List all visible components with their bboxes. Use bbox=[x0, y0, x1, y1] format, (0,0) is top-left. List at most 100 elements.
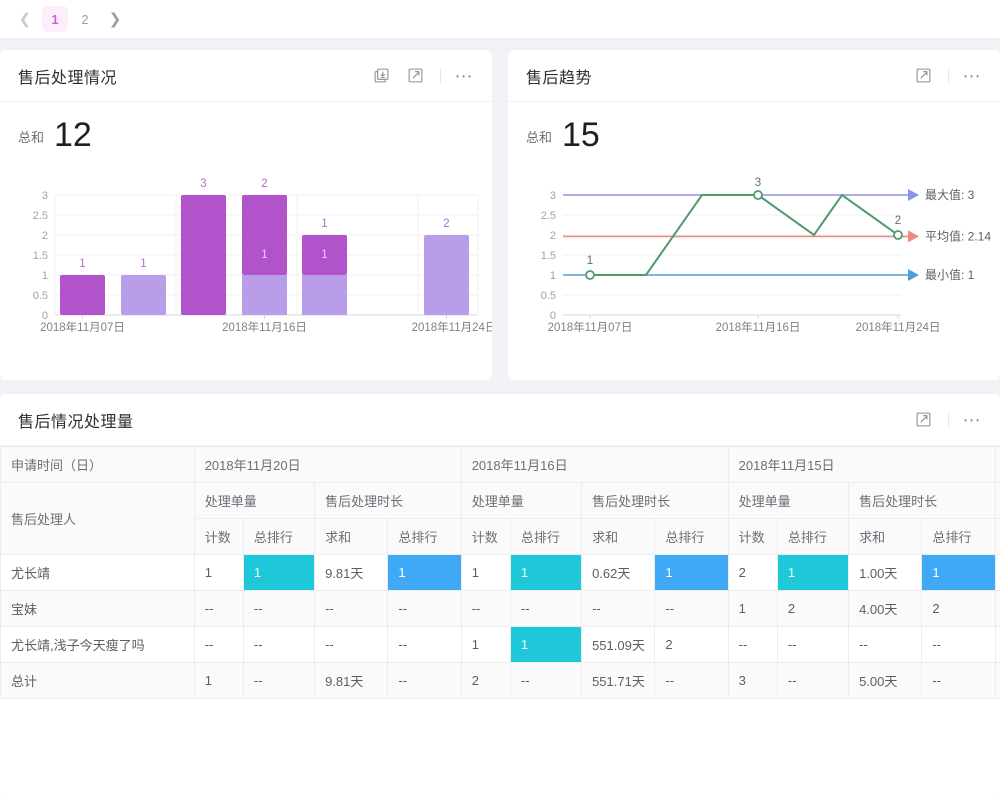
table-cell: 2 bbox=[727, 554, 778, 591]
row-header-bottom: 售后处理人 bbox=[0, 482, 195, 555]
table-row-name: 尤长靖,浅子今天瘦了吗 bbox=[0, 626, 195, 663]
bar-card-title: 售后处理情况 bbox=[18, 69, 118, 87]
svg-text:2018年11月07日: 2018年11月07日 bbox=[548, 320, 633, 332]
sub-0-2: 求和 bbox=[314, 518, 389, 555]
table-cell: -- bbox=[921, 626, 996, 663]
table-cell: 1 bbox=[509, 554, 583, 591]
table-cell: 9.81天 bbox=[314, 662, 389, 699]
page-number-2[interactable]: 2 bbox=[81, 11, 89, 27]
header-divider bbox=[947, 411, 949, 428]
sub-2-1: 总排行 bbox=[776, 518, 850, 555]
sub-3-0: 计数 bbox=[994, 518, 1000, 555]
sub-2-3: 总排行 bbox=[921, 518, 996, 555]
table-cell: 1 bbox=[994, 662, 1000, 699]
bar-top-labels: 1 1 3 2 1 2 bbox=[79, 178, 449, 270]
bar-6-light bbox=[424, 235, 469, 315]
bar-x-ticks: 2018年11月07日 2018年11月16日 2018年11月24日 bbox=[40, 315, 492, 332]
more-icon[interactable]: ⋯ bbox=[454, 65, 474, 86]
table-row-name: 总计 bbox=[0, 662, 195, 699]
svg-text:1: 1 bbox=[42, 270, 48, 282]
svg-text:最小值: 1: 最小值: 1 bbox=[925, 267, 975, 282]
svg-text:2: 2 bbox=[895, 215, 901, 227]
table-cell: 2 bbox=[776, 590, 850, 627]
sub-1-2: 求和 bbox=[581, 518, 656, 555]
line-card-header: 售后趋势 ⋯ bbox=[508, 50, 1000, 102]
svg-text:1: 1 bbox=[140, 258, 146, 270]
line-point-labels: 1 3 2 bbox=[587, 177, 901, 267]
svg-text:最大值: 3: 最大值: 3 bbox=[925, 187, 975, 202]
metric-2-1: 售后处理时长 bbox=[848, 482, 996, 519]
line-card-title: 售后趋势 bbox=[526, 69, 593, 87]
external-link-icon[interactable] bbox=[914, 66, 934, 86]
line-gridlines bbox=[563, 194, 901, 296]
sub-1-0: 计数 bbox=[460, 518, 511, 555]
table-cell: -- bbox=[994, 554, 1000, 591]
more-icon[interactable]: ⋯ bbox=[962, 65, 982, 86]
table-cell: 1 bbox=[460, 554, 511, 591]
table-cell: -- bbox=[994, 626, 1000, 663]
sub-0-0: 计数 bbox=[193, 518, 244, 555]
table-cell: 5.00天 bbox=[848, 662, 923, 699]
table-card-actions: ⋯ bbox=[914, 410, 983, 430]
bar-plot-area: 3 2.5 2 1.5 1 0.5 0 bbox=[0, 152, 492, 380]
metric-0-1: 售后处理时长 bbox=[314, 482, 462, 519]
bar-4-light bbox=[302, 275, 347, 315]
table-card-header: 售后情况处理量 ⋯ bbox=[0, 394, 1000, 446]
table-cell: 1 bbox=[387, 554, 462, 591]
table-scroll-region[interactable]: 申请时间（日） 2018年11月20日 2018年11月16日 2018年11月… bbox=[0, 446, 1000, 800]
table-body: 尤长靖119.81天1110.62天1211.00天1--宝妹---------… bbox=[0, 554, 1000, 699]
sub-0-1: 总排行 bbox=[242, 518, 316, 555]
bar-3-light bbox=[242, 275, 287, 315]
table-cell: 1.00天 bbox=[848, 554, 923, 591]
header-divider bbox=[947, 67, 949, 84]
svg-text:3: 3 bbox=[42, 190, 48, 202]
date-group-3: 2018 bbox=[994, 446, 1000, 483]
external-link-icon[interactable] bbox=[406, 66, 426, 86]
table-cell: -- bbox=[387, 626, 462, 663]
bar-4-dark bbox=[302, 235, 347, 275]
table-cell: -- bbox=[654, 662, 729, 699]
table-card: 售后情况处理量 ⋯ 申请时间（日） 2018年11 bbox=[0, 394, 1000, 800]
svg-text:2018年11月24日: 2018年11月24日 bbox=[412, 320, 492, 332]
external-link-icon[interactable] bbox=[914, 410, 934, 430]
table-header-subs: 计数 总排行 求和 总排行 计数 总排行 求和 总排行 计数 总排行 求和 总排… bbox=[1, 518, 1000, 555]
reference-line-avg: 平均值: 2.14 bbox=[563, 228, 991, 243]
metric-3-0: 处理单 bbox=[994, 482, 1000, 519]
table-cell: -- bbox=[509, 662, 583, 699]
bar-0-dark bbox=[60, 275, 105, 315]
bar-chart-card: 售后处理情况 ⋯ bbox=[0, 50, 492, 380]
table-cell: -- bbox=[509, 590, 583, 627]
date-group-1: 2018年11月16日 bbox=[460, 446, 729, 483]
save-icon[interactable] bbox=[372, 66, 392, 86]
bar-inner-labels: 1 1 bbox=[261, 249, 327, 261]
line-point-3 bbox=[753, 190, 763, 200]
more-icon[interactable]: ⋯ bbox=[962, 409, 982, 430]
line-summary-label: 总和 bbox=[526, 130, 553, 145]
chevron-right-icon[interactable]: ❯ bbox=[108, 10, 122, 28]
table-cell: -- bbox=[242, 662, 316, 699]
line-summary-value: 15 bbox=[562, 116, 600, 154]
line-summary: 总和 15 bbox=[508, 102, 1000, 152]
table-cell: 2 bbox=[654, 626, 729, 663]
table-cell: 1 bbox=[509, 626, 583, 663]
bar-summary-value: 12 bbox=[54, 116, 92, 154]
table-cell: 551.71天 bbox=[581, 662, 656, 699]
chevron-left-icon[interactable]: ❮ bbox=[18, 10, 32, 28]
svg-text:2.5: 2.5 bbox=[541, 210, 556, 222]
table-cell: -- bbox=[460, 590, 511, 627]
table-header-dates: 申请时间（日） 2018年11月20日 2018年11月16日 2018年11月… bbox=[0, 446, 1000, 483]
svg-text:1.5: 1.5 bbox=[33, 250, 48, 262]
svg-text:1: 1 bbox=[261, 249, 267, 261]
svg-text:0.5: 0.5 bbox=[541, 290, 556, 302]
table-cell: 4.00天 bbox=[848, 590, 923, 627]
page-number-1[interactable]: 1 bbox=[42, 6, 68, 32]
svg-text:0: 0 bbox=[550, 310, 556, 322]
svg-text:1: 1 bbox=[79, 258, 85, 270]
header-divider bbox=[439, 67, 441, 84]
table-row: 宝妹----------------124.00天21 bbox=[0, 590, 1000, 627]
svg-text:0: 0 bbox=[42, 310, 48, 322]
reference-line-max: 最大值: 3 bbox=[563, 187, 975, 202]
svg-text:2018年11月16日: 2018年11月16日 bbox=[716, 320, 801, 332]
